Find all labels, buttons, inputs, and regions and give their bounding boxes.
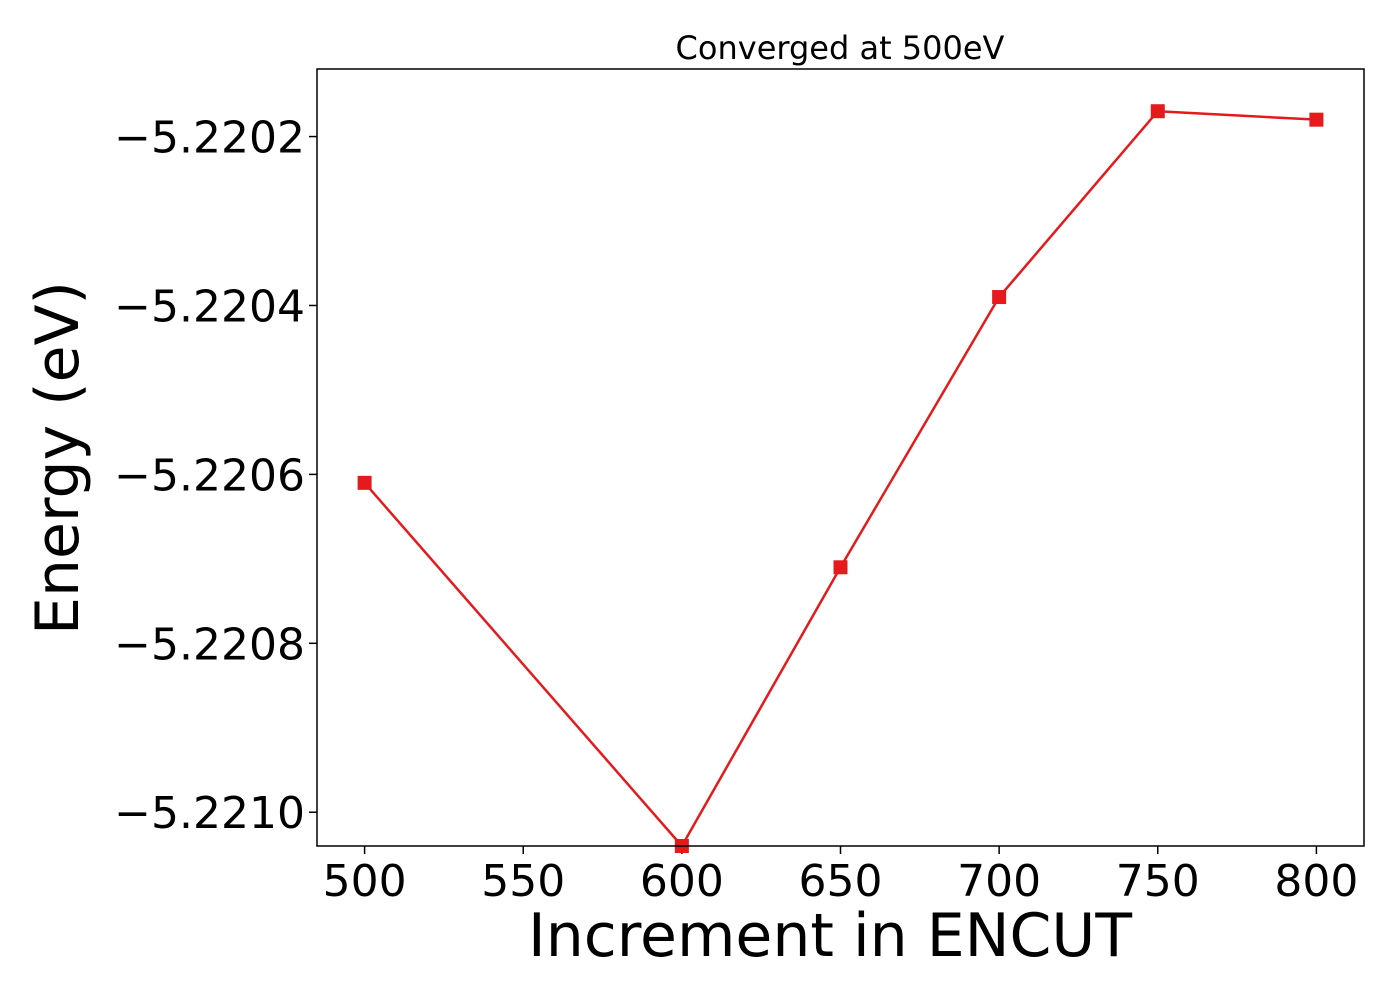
x-tick-label: 700 [957, 856, 1041, 907]
y-tick-label: −5.2208 [114, 619, 305, 670]
chart-title: Converged at 500eV [676, 29, 1005, 67]
x-tick-label: 800 [1274, 856, 1358, 907]
data-point-marker [992, 290, 1007, 305]
x-tick-label: 600 [640, 856, 724, 907]
y-tick-label: −5.2202 [114, 113, 305, 164]
axis-ticks: 500 550 600 650 700 750 800 −5.2202 −5.2204 −5.22… [114, 113, 1358, 907]
plot-area-frame [316, 68, 1365, 847]
x-tick-label: 550 [481, 856, 565, 907]
series-line [363, 109, 1317, 848]
data-point-marker [833, 560, 848, 575]
y-tick-label: −5.2204 [114, 281, 305, 332]
data-point-marker [1309, 112, 1324, 127]
x-tick-label: 500 [323, 856, 407, 907]
data-point-marker [1150, 104, 1165, 119]
y-axis-label: Energy (eV) [23, 281, 93, 635]
y-tick-label: −5.2206 [114, 450, 305, 501]
x-tick-label: 650 [799, 856, 883, 907]
x-axis-label: Increment in ENCUT [528, 901, 1132, 971]
data-series [357, 104, 1324, 853]
x-tick-label: 750 [1116, 856, 1200, 907]
data-point-marker [357, 475, 372, 490]
y-tick-label: −5.2210 [114, 788, 305, 839]
